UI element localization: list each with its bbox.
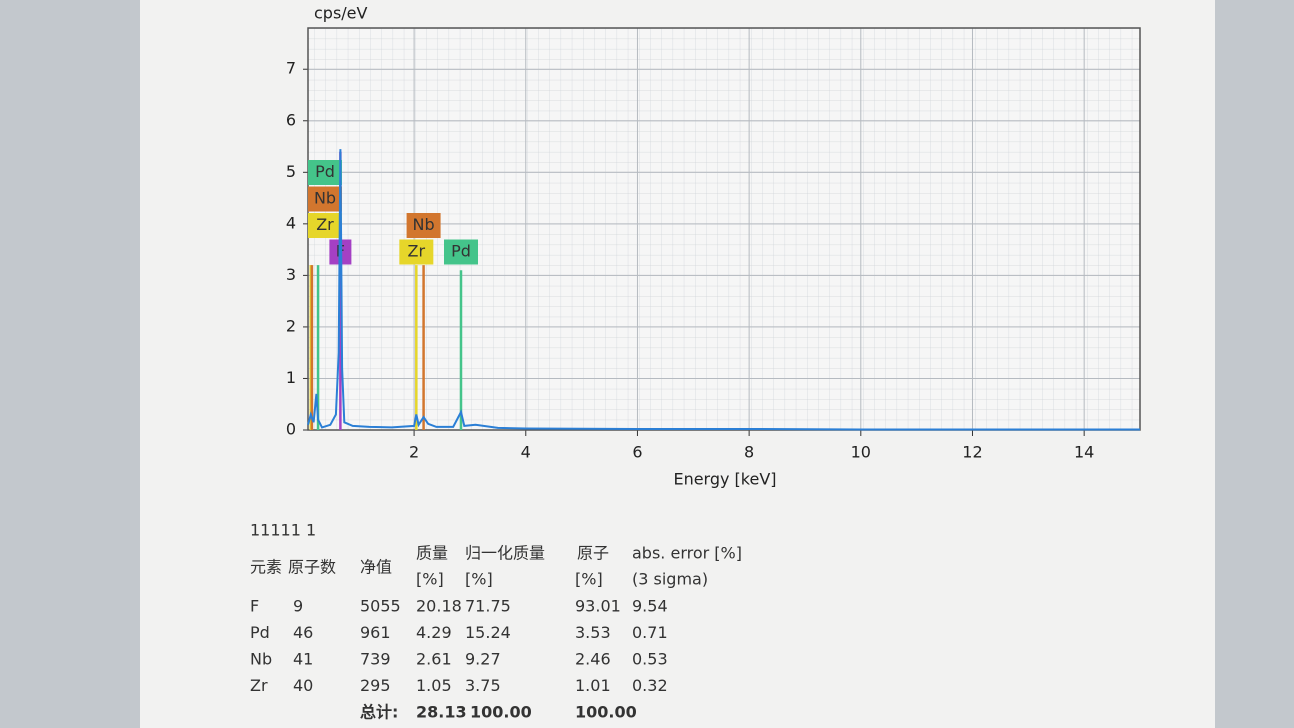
- table-cell: Pd: [250, 623, 270, 642]
- y-tick-label: 5: [286, 162, 296, 181]
- table-cell: 5055: [360, 597, 401, 616]
- table-cell: 0.32: [632, 676, 668, 695]
- total-value: 100.00: [575, 703, 637, 722]
- total-value: 100.00: [470, 703, 532, 722]
- table-unit: [%]: [465, 570, 493, 589]
- total-label: 总计:: [360, 703, 398, 722]
- table-cell: 3.75: [465, 676, 501, 695]
- table-cell: 4.29: [416, 623, 452, 642]
- table-unit: (3 sigma): [632, 570, 708, 589]
- peak-label: Nb: [413, 215, 435, 234]
- peak-label: Zr: [408, 242, 426, 261]
- total-value: 28.13: [416, 703, 467, 722]
- table-cell: 2.46: [575, 650, 611, 669]
- table-unit: [%]: [416, 570, 444, 589]
- peak-label-box: [399, 239, 434, 265]
- peak-label-box: [308, 186, 342, 212]
- x-tick-label: 2: [409, 443, 419, 462]
- y-tick-label: 4: [286, 213, 296, 232]
- y-tick-label: 3: [286, 265, 296, 284]
- x-tick-label: 6: [632, 443, 642, 462]
- table-cell: 41: [293, 650, 313, 669]
- table-cell: F: [250, 597, 259, 616]
- spectrum-line: [307, 149, 1140, 431]
- table-cell: Zr: [250, 676, 268, 695]
- table-header: 质量: [416, 544, 448, 563]
- table-cell: Nb: [250, 650, 272, 669]
- peak-label-box: [308, 213, 342, 238]
- y-axis-label: cps/eV: [314, 4, 368, 23]
- table-header: 原子: [577, 544, 609, 563]
- y-tick-label: 0: [286, 420, 296, 439]
- table-cell: 2.61: [416, 650, 452, 669]
- table-cell: 9.27: [465, 650, 501, 669]
- table-cell: 1.01: [575, 676, 611, 695]
- table-header: 元素: [250, 558, 282, 577]
- y-tick-label: 2: [286, 316, 296, 335]
- table-unit: [%]: [575, 570, 603, 589]
- x-axis-label: Energy [keV]: [673, 470, 776, 489]
- table-header: 原子数: [288, 558, 336, 577]
- peak-label: Pd: [315, 162, 335, 181]
- table-cell: 0.53: [632, 650, 668, 669]
- table-cell: 0.71: [632, 623, 668, 642]
- minor-grid: [308, 28, 1140, 430]
- table-header: 净值: [360, 558, 392, 577]
- table-cell: 961: [360, 623, 391, 642]
- table-header: 归一化质量: [465, 544, 545, 563]
- table-cell: 20.18: [416, 597, 462, 616]
- x-tick-label: 12: [962, 443, 982, 462]
- table-cell: 295: [360, 676, 391, 695]
- y-tick-label: 1: [286, 368, 296, 387]
- peak-label: Zr: [316, 215, 334, 234]
- table-cell: 739: [360, 650, 391, 669]
- x-tick-label: 14: [1074, 443, 1094, 462]
- table-header: abs. error [%]: [632, 544, 742, 563]
- table-cell: 3.53: [575, 623, 611, 642]
- peak-label-box: [308, 160, 342, 185]
- y-tick-label: 7: [286, 59, 296, 78]
- table-cell: 71.75: [465, 597, 511, 616]
- table-cell: 93.01: [575, 597, 621, 616]
- peak-label: Pd: [451, 242, 471, 261]
- table-cell: 40: [293, 676, 313, 695]
- table-cell: 15.24: [465, 623, 511, 642]
- peak-label: Nb: [314, 189, 336, 208]
- table-cell: 9.54: [632, 597, 668, 616]
- peak-label-box: [406, 213, 441, 238]
- table-title: 11111 1: [250, 521, 316, 540]
- x-tick-label: 4: [521, 443, 531, 462]
- x-tick-label: 10: [851, 443, 871, 462]
- y-tick-label: 6: [286, 110, 296, 129]
- table-cell: 1.05: [416, 676, 452, 695]
- peak-label-box: [443, 239, 478, 265]
- x-tick-label: 8: [744, 443, 754, 462]
- table-cell: 9: [293, 597, 303, 616]
- table-cell: 46: [293, 623, 313, 642]
